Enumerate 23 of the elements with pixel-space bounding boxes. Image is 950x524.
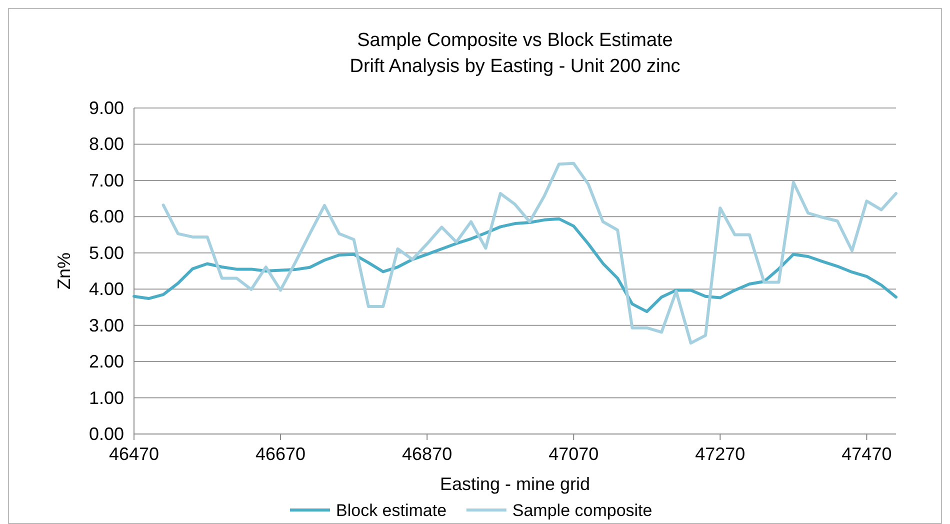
y-tick-label: 9.00 — [88, 98, 124, 118]
y-tick-label: 5.00 — [88, 242, 124, 263]
x-axis-title: Easting - mine grid — [440, 474, 590, 494]
y-tick-label: 2.00 — [88, 352, 124, 372]
chart-title: Sample Composite vs Block Estimate Drift Analysis by Easting - Unit 200 zinc — [350, 30, 680, 77]
y-tick-label: 3.00 — [88, 315, 124, 336]
line-series — [132, 217, 898, 314]
y-tick-label: 1.00 — [88, 388, 124, 408]
y-tick-label: 7.00 — [88, 170, 124, 190]
x-tick-label: 46870 — [402, 444, 452, 464]
x-tick-label: 47470 — [842, 444, 892, 464]
x-tick-label: 47270 — [695, 444, 746, 464]
x-tick-label: 46470 — [108, 444, 160, 464]
y-tick-label: 4.00 — [88, 279, 124, 300]
y-tick-label: 8.00 — [88, 134, 124, 154]
y-tick-label: 6.00 — [88, 206, 124, 227]
legend-label: Sample composite — [512, 501, 652, 520]
y-axis-title: Zn% — [54, 252, 74, 290]
x-tick-label: 47070 — [548, 444, 599, 464]
line-series — [162, 162, 898, 345]
legend-label: Block estimate — [336, 501, 447, 520]
x-tick-label: 46670 — [256, 444, 306, 464]
y-tick-label: 0.00 — [88, 424, 124, 444]
